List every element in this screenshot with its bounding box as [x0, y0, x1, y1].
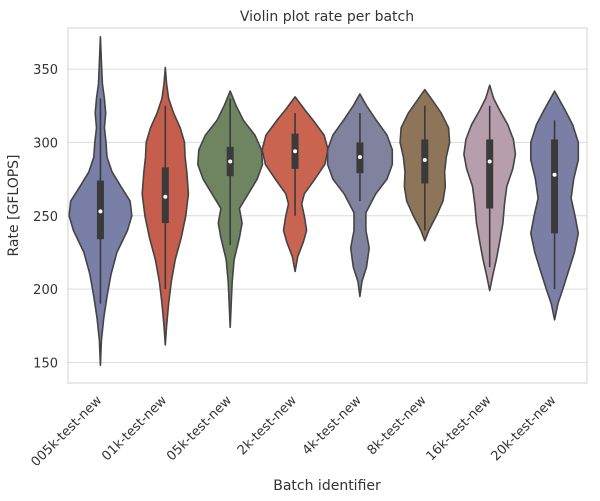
median-dot	[163, 194, 168, 199]
y-tick-label-350: 350	[33, 63, 58, 78]
median-dot	[98, 209, 103, 214]
chart-title: Violin plot rate per batch	[240, 9, 414, 25]
violin-4k-test-new	[326, 93, 394, 298]
violin-01k-test-new	[141, 66, 190, 346]
x-tick-label-8k-test-new: 8k-test-new	[365, 393, 430, 458]
median-dot	[357, 155, 362, 160]
y-tick-label-150: 150	[33, 356, 58, 371]
x-tick-label-01k-test-new: 01k-test-new	[99, 393, 170, 464]
x-tick-label-2k-test-new: 2k-test-new	[235, 393, 300, 458]
violin-20k-test-new	[530, 90, 580, 321]
violin-05k-test-new	[197, 90, 264, 329]
plot-frame	[67, 27, 588, 384]
x-tick-label-16k-test-new: 16k-test-new	[424, 393, 495, 464]
violin-2k-test-new	[261, 96, 329, 273]
violin-16k-test-new	[463, 84, 517, 292]
x-axis-label: Batch identifier	[273, 478, 381, 494]
y-tick-label-300: 300	[33, 136, 58, 151]
iqr-box	[551, 139, 559, 234]
median-dot	[228, 159, 233, 164]
violin-8k-test-new	[399, 88, 451, 242]
median-dot	[293, 149, 298, 154]
median-dot	[422, 158, 427, 163]
y-tick-label-200: 200	[33, 283, 58, 298]
x-tick-label-05k-test-new: 05k-test-new	[164, 393, 235, 464]
y-tick-label-250: 250	[33, 210, 58, 225]
x-tick-label-005k-test-new: 005k-test-new	[29, 393, 106, 470]
y-axis-label: Rate [GFLOPS]	[6, 154, 22, 256]
median-dot	[487, 159, 492, 164]
violin-005k-test-new	[68, 36, 133, 367]
x-tick-label-4k-test-new: 4k-test-new	[300, 393, 365, 458]
y-axis-ticks: 150 200 250 300 350	[33, 63, 58, 371]
iqr-box	[486, 139, 494, 209]
x-tick-label-20k-test-new: 20k-test-new	[488, 393, 559, 464]
violins	[68, 36, 580, 367]
median-dot	[552, 172, 557, 177]
